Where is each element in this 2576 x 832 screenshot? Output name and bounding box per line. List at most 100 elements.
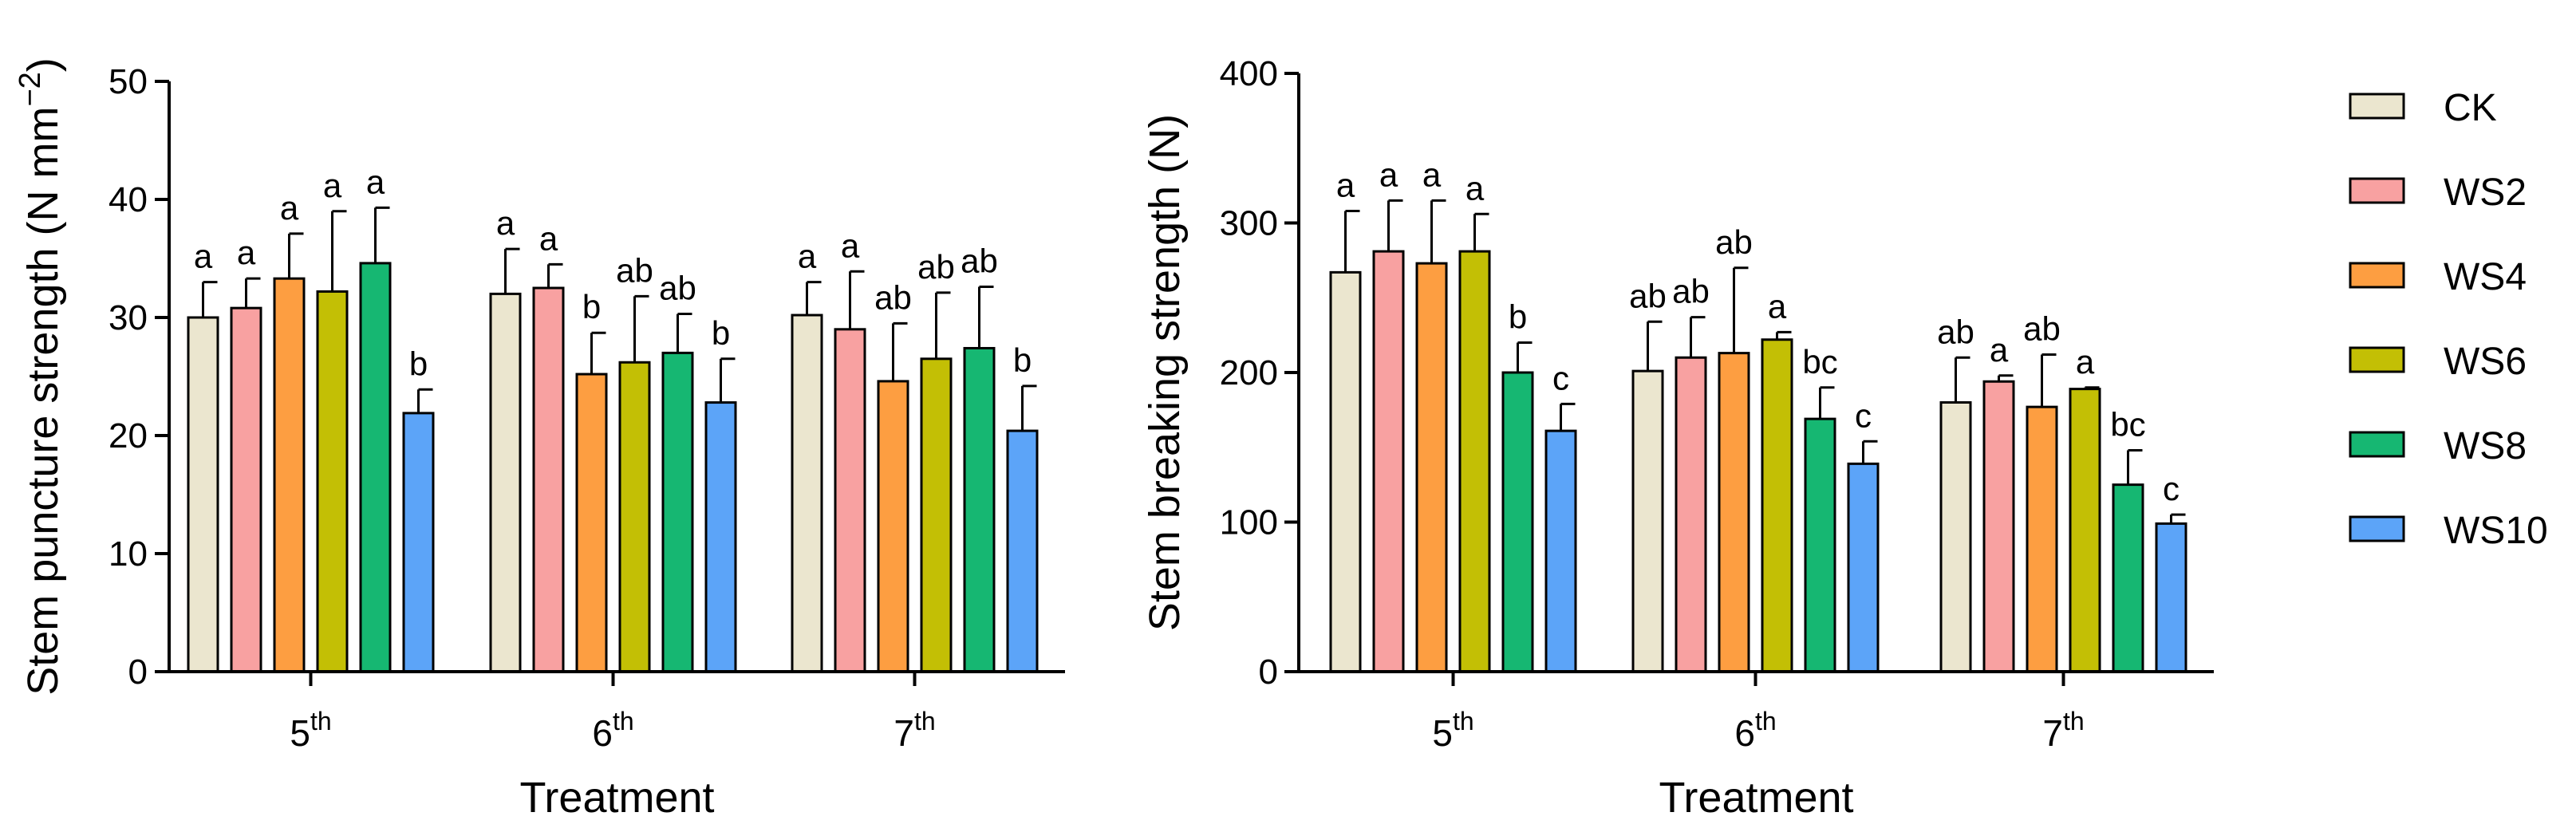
significance-letter: a	[237, 234, 256, 271]
x-tick-label: 6th	[1734, 707, 1776, 754]
significance-letter: c	[1552, 359, 1569, 396]
bar-ws10	[1544, 429, 1577, 673]
significance-letter: a	[280, 189, 299, 227]
significance-letter: b	[1013, 341, 1032, 379]
bar-ck	[1631, 369, 1664, 673]
y-tick-label: 300	[1220, 204, 1278, 243]
bar-ws8	[661, 351, 694, 673]
legend-swatch-ws6	[2349, 346, 2405, 373]
significance-letter: a	[194, 238, 213, 275]
y-tick-label: 10	[108, 534, 148, 574]
bar-ck	[791, 313, 823, 673]
y-tick-label: 400	[1220, 54, 1278, 93]
bar-ws4	[877, 380, 909, 673]
bar-ws6	[1761, 338, 1793, 673]
bar-ws8	[1501, 371, 1534, 673]
x-tick-label: 7th	[894, 707, 935, 754]
significance-letter: ab	[961, 243, 998, 280]
significance-letter: b	[409, 345, 428, 382]
y-tick-label: 20	[108, 416, 148, 455]
legend-swatch-ws8	[2349, 431, 2405, 458]
legend-label-ck: CK	[2444, 87, 2497, 129]
significance-letter: b	[1509, 298, 1527, 336]
significance-letter: ab	[2023, 310, 2061, 348]
significance-letter: ab	[917, 248, 955, 286]
significance-letter: a	[841, 227, 860, 264]
bar-ws6	[2069, 388, 2101, 673]
y-tick-label: 50	[108, 62, 148, 101]
x-tick-label: 6th	[592, 707, 633, 754]
significance-letter: a	[323, 167, 342, 204]
significance-letter: a	[496, 204, 515, 242]
legend-swatch-ws2	[2349, 177, 2405, 204]
bar-ws2	[1982, 380, 2015, 673]
bar-ws10	[402, 412, 435, 673]
bar-ws10	[1847, 462, 1880, 673]
significance-letter: ab	[874, 278, 912, 316]
bar-ws8	[1804, 417, 1836, 673]
legend-swatch-ck	[2349, 93, 2405, 120]
legend-label-ws8: WS8	[2444, 425, 2527, 467]
significance-letter: a	[2076, 343, 2095, 381]
bar-ws10	[2155, 522, 2187, 673]
x-axis-title: Treatment	[519, 774, 714, 822]
significance-letter: ab	[1629, 277, 1667, 314]
bar-ws2	[1675, 356, 1707, 673]
bar-ws4	[1415, 262, 1448, 673]
bar-ws4	[575, 373, 608, 673]
bar-ws2	[532, 286, 565, 673]
legend-label-ws4: WS4	[2444, 256, 2527, 298]
bar-ws10	[704, 401, 737, 673]
significance-letter: a	[1422, 156, 1442, 193]
legend-label-ws6: WS6	[2444, 341, 2527, 383]
bar-ws6	[920, 357, 953, 673]
bar-ws4	[2026, 405, 2058, 673]
significance-letter: a	[798, 238, 817, 275]
bar-ws6	[316, 290, 349, 673]
bar-ws4	[1718, 352, 1750, 673]
bar-ws10	[1006, 429, 1039, 673]
significance-letter: c	[2163, 470, 2180, 507]
significance-letter: a	[1336, 167, 1355, 204]
y-tick-label: 200	[1220, 353, 1278, 392]
bar-ws8	[2112, 483, 2144, 673]
significance-letter: a	[1990, 331, 2009, 369]
x-tick-label: 5th	[290, 707, 331, 754]
y-tick-label: 100	[1220, 503, 1278, 542]
significance-letter: a	[539, 219, 558, 257]
legend-swatch-ws4	[2349, 262, 2405, 289]
bar-ws8	[963, 346, 996, 673]
y-axis-title: Stem breaking strength (N)	[1141, 114, 1189, 631]
significance-letter: ab	[616, 251, 653, 289]
significance-letter: ab	[1937, 313, 1974, 350]
x-tick-label: 5th	[1432, 707, 1473, 754]
y-axis-title: Stem puncture strength (N mm−2)	[14, 57, 67, 696]
significance-letter: ab	[1715, 223, 1753, 261]
significance-letter: a	[1768, 287, 1787, 325]
bar-ws6	[1458, 250, 1491, 673]
legend-label-ws10: WS10	[2444, 510, 2548, 552]
legend-swatch-ws10	[2349, 515, 2405, 542]
bar-ws6	[618, 361, 651, 673]
significance-letter: b	[712, 314, 730, 352]
significance-letter: ab	[1672, 273, 1710, 310]
y-tick-label: 0	[128, 653, 148, 692]
y-tick-label: 0	[1259, 653, 1278, 692]
significance-letter: a	[1379, 156, 1398, 193]
significance-letter: ab	[659, 270, 696, 307]
significance-letter: bc	[2110, 406, 2145, 444]
significance-letter: c	[1855, 396, 1872, 434]
significance-letter: a	[366, 163, 385, 200]
x-tick-label: 7th	[2042, 707, 2084, 754]
significance-letter: b	[582, 288, 601, 325]
y-tick-label: 40	[108, 180, 148, 219]
bar-ws2	[1372, 250, 1405, 673]
bar-ck	[187, 316, 219, 673]
bar-ck	[1939, 401, 1972, 673]
significance-letter: bc	[1802, 343, 1837, 381]
significance-letter: a	[1466, 169, 1485, 207]
bar-ws4	[273, 277, 306, 673]
